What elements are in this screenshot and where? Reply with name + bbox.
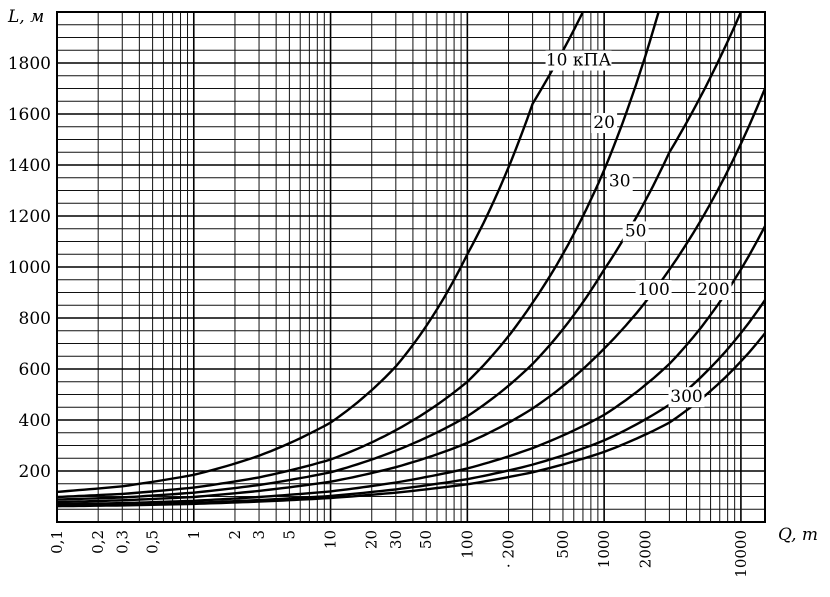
x-tick-label: 10 xyxy=(322,530,340,549)
x-tick-label: 0,3 xyxy=(113,530,131,554)
curve-label-backing xyxy=(668,387,705,408)
series-curve xyxy=(56,11,742,501)
y-tick-label: 1600 xyxy=(8,105,51,125)
curve-label: 200 xyxy=(697,280,729,300)
x-tick-label: 1000 xyxy=(595,530,613,568)
y-tick-label: 400 xyxy=(19,411,51,431)
y-tick-label: 800 xyxy=(19,309,51,329)
x-tick-label: 0,1 xyxy=(48,530,66,554)
x-tick-label: 10000 xyxy=(732,530,750,578)
plot-frame xyxy=(56,11,766,523)
curve-label-backing xyxy=(695,280,732,301)
curve-label: 20 xyxy=(593,113,615,133)
series-curve xyxy=(56,11,660,499)
curve-label: 300 xyxy=(670,387,702,407)
curve-label-backing xyxy=(545,50,612,71)
x-tick-label: · 200 xyxy=(500,530,518,568)
y-tick-label: 1400 xyxy=(8,156,51,176)
curve-label: 100 xyxy=(637,280,669,300)
series-curve xyxy=(56,88,767,504)
curve-label-backing xyxy=(591,113,618,134)
y-tick-label: 1800 xyxy=(8,54,51,74)
curve-label: 10 кПА xyxy=(546,51,611,71)
x-tick-label: 2000 xyxy=(636,530,654,568)
x-tick-label: 0,2 xyxy=(89,530,107,554)
x-tick-label: 2 xyxy=(226,530,244,540)
series-curve xyxy=(56,11,584,494)
y-tick-label: 1200 xyxy=(8,207,51,227)
x-tick-label: 100 xyxy=(458,530,476,559)
curve-label-backing xyxy=(635,280,672,301)
curve-label-backing xyxy=(622,221,649,242)
x-tick-label: 20 xyxy=(363,530,381,549)
series-curve xyxy=(57,225,767,506)
x-tick-label: 3 xyxy=(250,530,268,540)
curve-label: 30 xyxy=(609,172,631,192)
x-axis-label: Q, т xyxy=(778,525,818,545)
curve-label-backing xyxy=(606,171,633,192)
y-tick-label: 1000 xyxy=(8,258,51,278)
y-tick-label: 200 xyxy=(19,462,51,482)
x-tick-label: 0,5 xyxy=(144,530,162,554)
x-tick-label: 30 xyxy=(387,530,405,549)
x-tick-label: 500 xyxy=(554,530,572,559)
series-curve xyxy=(56,332,766,508)
y-axis-label: L, м xyxy=(7,7,44,27)
x-tick-label: 1 xyxy=(185,530,203,540)
y-tick-label: 600 xyxy=(19,360,51,380)
x-tick-label: 50 xyxy=(417,530,435,549)
x-tick-label: 5 xyxy=(280,530,298,540)
curves xyxy=(56,11,767,508)
curve-label: 50 xyxy=(625,221,647,241)
